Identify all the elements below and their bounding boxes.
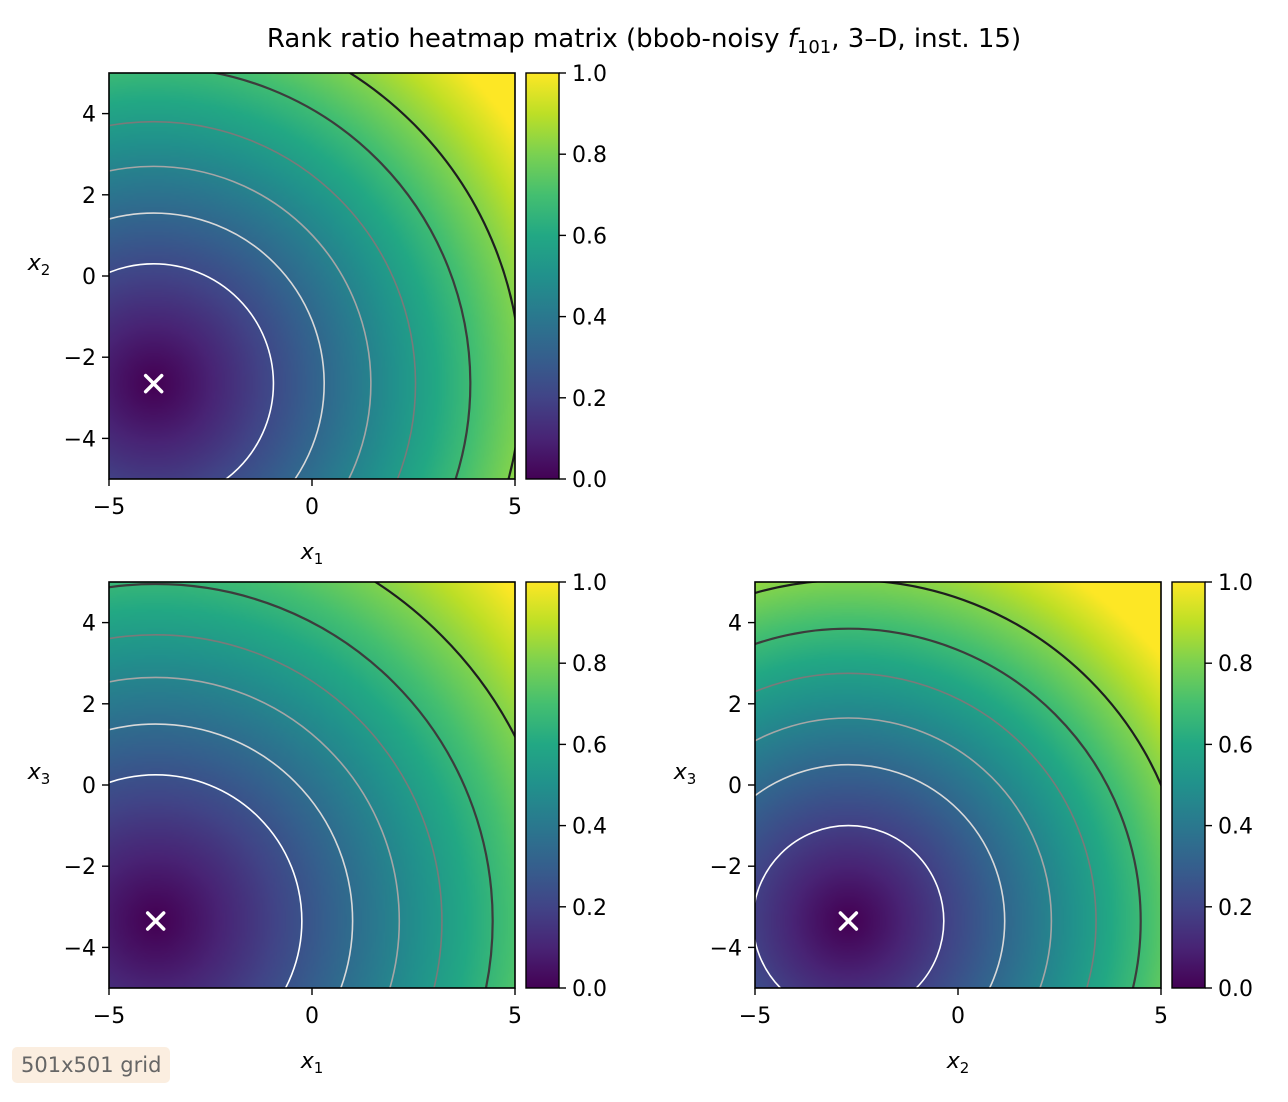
y-tick-label: −4 [64,936,96,961]
x-tick-label: 0 [305,495,319,520]
title-prefix: Rank ratio heatmap matrix (bbob-noisy [267,24,788,54]
colorbar-tick-label: 0.8 [572,143,607,168]
colorbar-tick-label: 0.2 [572,896,607,921]
colorbar-tick-label: 0.4 [572,306,607,331]
x-tick-label: −5 [93,1004,125,1029]
colorbar-tick-label: 0.6 [1218,733,1253,758]
colorbar-tick-label: 0.2 [572,387,607,412]
y-tick-label: 2 [82,693,96,718]
colorbar-tick-label: 1.0 [572,571,607,596]
colorbar-tick-label: 0.0 [1218,977,1253,1002]
x-tick-label: 5 [508,495,522,520]
heatmap-image [109,582,515,988]
y-tick-label: 4 [82,612,96,637]
colorbar-tick-label: 0.4 [572,815,607,840]
heatmap-image [109,73,515,479]
y-tick-label: 0 [82,774,96,799]
colorbar [526,582,559,988]
colorbar-tick-label: 0.6 [572,224,607,249]
x-tick-label: 0 [951,1004,965,1029]
y-tick-label: 2 [82,184,96,209]
y-tick-label: 0 [82,265,96,290]
colorbar-tick-label: 0.0 [572,977,607,1002]
x-tick-label: 5 [508,1004,522,1029]
y-tick-label: −2 [64,855,96,880]
x-axis-label: x1 [300,1049,324,1077]
colorbar-tick-label: 1.0 [1218,571,1253,596]
x-axis-label: x2 [946,1049,970,1077]
colorbar-tick-label: 0.2 [1218,896,1253,921]
y-tick-label: −2 [710,855,742,880]
x-tick-label: 0 [305,1004,319,1029]
panel-x2-x3: −5 0 5 −4 −2 0 2 4 x2 x3 0.0 0.2 0.4 0.6 0.8 1.0 [507,571,1253,1102]
title-suffix: , 3–D, inst. 15) [831,24,1021,54]
colorbar-tick-label: 0.8 [1218,652,1253,677]
y-tick-label: 0 [728,774,742,799]
y-axis-label: x3 [27,760,51,788]
y-tick-label: −4 [710,936,742,961]
y-tick-label: −2 [64,346,96,371]
grid-size-badge: 501x501 grid [12,1047,170,1083]
y-axis-label: x2 [27,251,51,279]
x-axis-label: x1 [300,540,324,568]
y-tick-label: −4 [64,427,96,452]
x-tick-label: −5 [93,495,125,520]
y-tick-label: 2 [728,693,742,718]
y-tick-label: 4 [82,103,96,128]
heatmap-image [755,582,1161,988]
x-tick-label: −5 [739,1004,771,1029]
colorbar-tick-label: 0.4 [1218,815,1253,840]
colorbar-tick-label: 1.0 [572,62,607,87]
figure-title: Rank ratio heatmap matrix (bbob-noisy f1… [267,24,1021,58]
colorbar-tick-label: 0.0 [572,468,607,493]
colorbar [526,73,559,479]
y-tick-label: 4 [728,612,742,637]
colorbar-tick-label: 0.8 [572,652,607,677]
x-tick-label: 5 [1154,1004,1168,1029]
colorbar-tick-label: 0.6 [572,733,607,758]
colorbar [1172,582,1205,988]
y-axis-label: x3 [673,760,697,788]
title-sub: 101 [797,37,831,58]
panel-x1-x3: −5 0 5 −4 −2 0 2 4 x1 x3 0.0 0.2 0.4 0.6 0.8 1.0 [0,517,607,1102]
